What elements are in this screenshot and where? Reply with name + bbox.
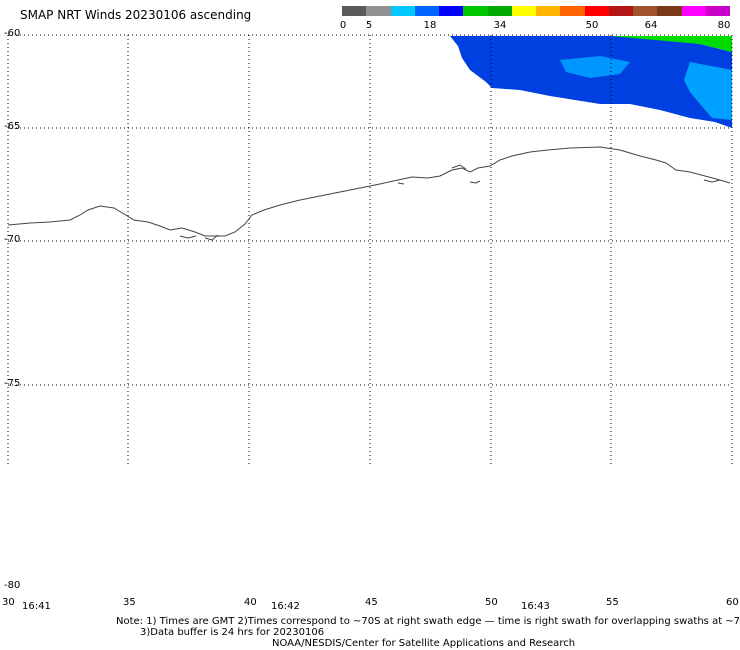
colorbar-segment — [511, 6, 536, 16]
lon-label-60: 60 — [726, 597, 739, 608]
lat-label-80: -80 — [4, 580, 21, 591]
lon-label-40: 40 — [244, 597, 257, 608]
colorbar-segment — [633, 6, 658, 16]
note-line-2: 3)Data buffer is 24 hrs for 20230106 — [140, 627, 325, 638]
wind-swath-green — [610, 36, 732, 52]
colorbar-label-50: 50 — [585, 20, 599, 31]
grid-lines — [7, 34, 733, 465]
colorbar-label-34: 34 — [493, 20, 507, 31]
wind-swath-blue — [450, 36, 732, 128]
colorbar-segment — [463, 6, 488, 16]
wind-swath-cyan-2 — [560, 56, 630, 78]
lat-label-60: -60 — [4, 28, 21, 39]
colorbar-label-5: 5 — [365, 20, 373, 31]
coast-islands — [179, 164, 721, 241]
lon-label-55: 55 — [606, 597, 619, 608]
colorbar-segment — [390, 6, 415, 16]
note-credit: NOAA/NESDIS/Center for Satellite Applica… — [272, 638, 576, 649]
colorbar-segment — [342, 6, 367, 16]
colorbar-segment — [657, 6, 682, 16]
colorbar-segment — [366, 6, 391, 16]
colorbar-segment — [560, 6, 585, 16]
wind-speed-colorbar — [342, 6, 730, 16]
colorbar-segment — [414, 6, 439, 16]
lat-label-70: -70 — [4, 234, 21, 245]
time-label-1643: 16:43 — [521, 601, 550, 612]
colorbar-label-18: 18 — [423, 20, 437, 31]
lon-label-45: 45 — [365, 597, 378, 608]
map-title: SMAP NRT Winds 20230106 ascending — [20, 8, 252, 22]
colorbar-label-64: 64 — [644, 20, 658, 31]
note-line-1: Note: 1) Times are GMT 2)Times correspon… — [116, 616, 740, 627]
wind-swath-cyan — [684, 62, 732, 120]
time-label-1642: 16:42 — [271, 601, 300, 612]
colorbar-segment — [608, 6, 633, 16]
lon-label-35: 35 — [123, 597, 136, 608]
lon-label-50: 50 — [485, 597, 498, 608]
colorbar-segment — [439, 6, 464, 16]
antarctic-coastline — [7, 146, 731, 237]
colorbar-segment — [487, 6, 512, 16]
time-label-1641: 16:41 — [22, 601, 51, 612]
colorbar-label-80: 80 — [717, 20, 731, 31]
lat-label-75: -75 — [4, 378, 21, 389]
colorbar-label-0: 0 — [339, 20, 347, 31]
colorbar-segment — [681, 6, 706, 16]
lon-label-30: 30 — [2, 597, 15, 608]
colorbar-segment — [584, 6, 609, 16]
colorbar-segment — [536, 6, 561, 16]
lat-label-65: -65 — [4, 121, 21, 132]
colorbar-segment — [705, 6, 730, 16]
